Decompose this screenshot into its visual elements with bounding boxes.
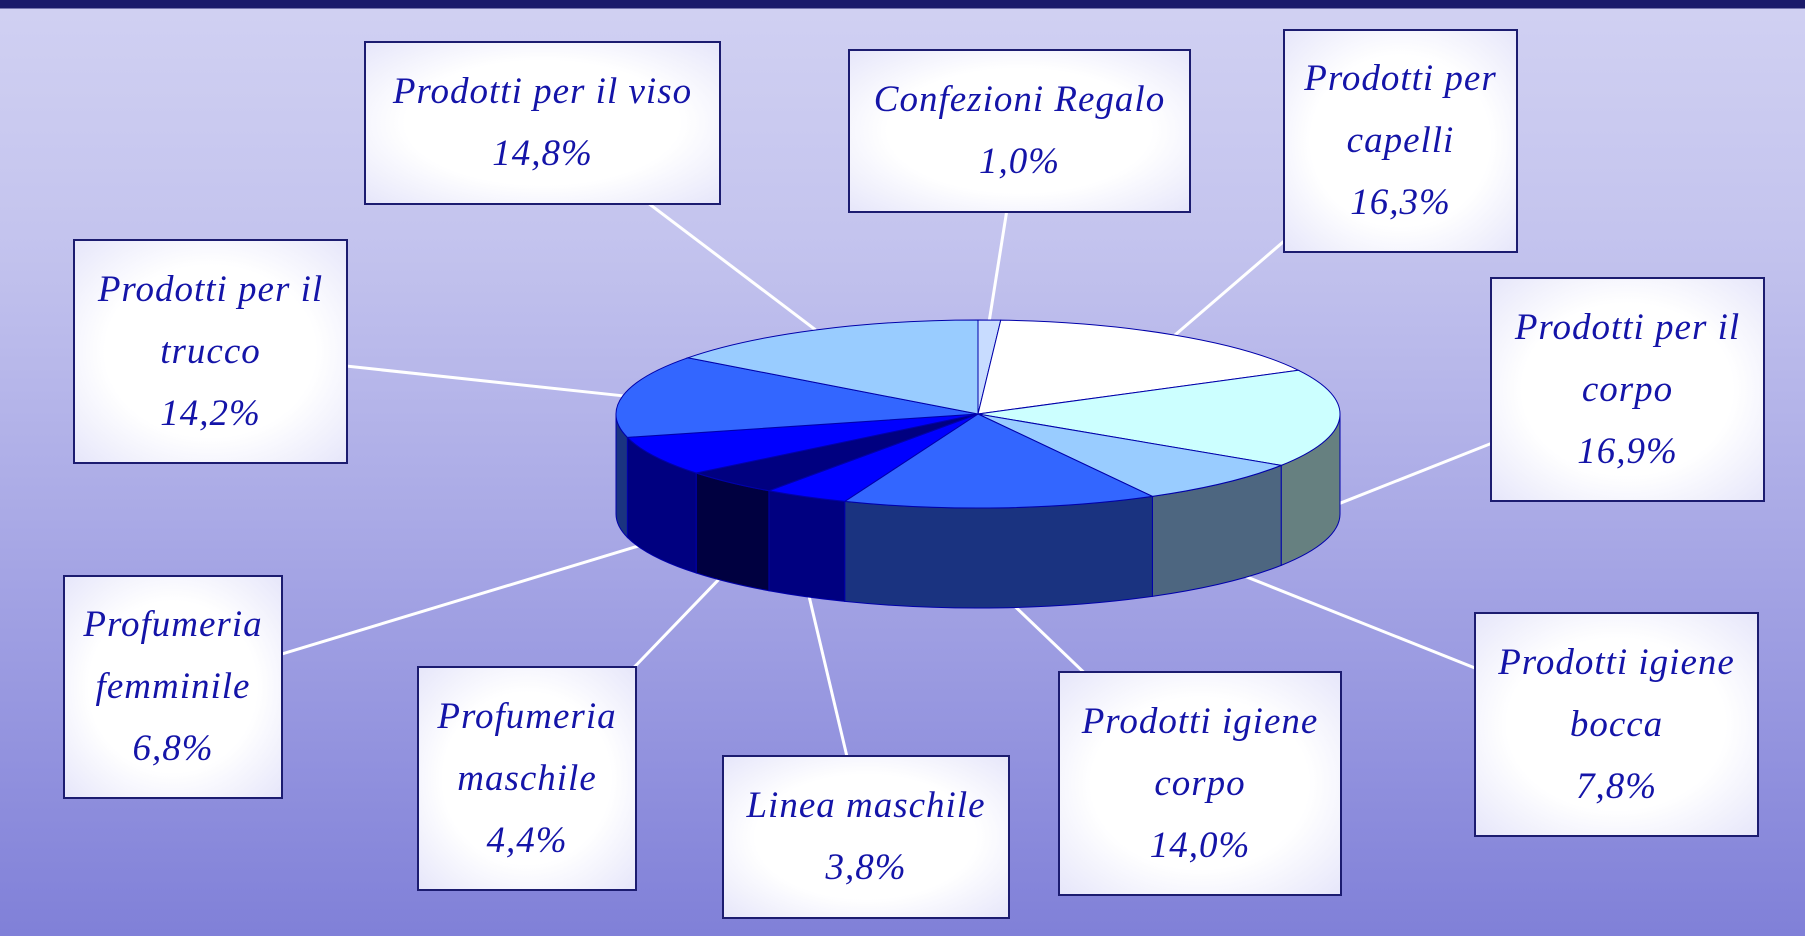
- pie-slice: [977, 369, 1341, 466]
- category-label: Prodotti per il corpo: [1514, 306, 1741, 410]
- category-label: Prodotti igiene bocca: [1498, 641, 1735, 745]
- value-label: 16,9%: [1577, 430, 1678, 472]
- category-label: Profumeria femminile: [83, 604, 263, 707]
- label-box: Prodotti per il viso 14,8%: [364, 41, 721, 205]
- value-label: 14,2%: [160, 392, 261, 434]
- label-box: Prodotti per il corpo 16,9%: [1490, 277, 1765, 502]
- pie-slice: [977, 319, 1301, 415]
- value-label: 14,8%: [492, 133, 593, 174]
- label-box: Prodotti igiene bocca 7,8%: [1474, 612, 1759, 837]
- category-label: Prodotti per il viso: [392, 71, 693, 112]
- pie-slice: [626, 413, 979, 474]
- label-box: Linea maschile 3,8%: [722, 755, 1010, 919]
- category-label: Confezioni Regalo: [873, 79, 1166, 120]
- value-label: 14,0%: [1149, 824, 1251, 866]
- value-label: 7,8%: [1575, 765, 1658, 807]
- label-box: Prodotti per capelli 16,3%: [1283, 29, 1518, 253]
- category-label: Prodotti igiene corpo: [1081, 700, 1319, 804]
- label-box: Profumeria maschile 4,4%: [417, 666, 637, 891]
- label-box: Prodotti per il trucco 14,2%: [73, 239, 348, 464]
- pie-slice-side: [768, 490, 846, 602]
- value-label: 1,0%: [978, 141, 1061, 182]
- category-label: Prodotti per capelli: [1304, 58, 1497, 161]
- pie-slice-side: [844, 495, 1153, 609]
- pie-slice: [685, 319, 979, 415]
- value-label: 16,3%: [1350, 182, 1451, 223]
- label-box: Profumeria femminile 6,8%: [63, 575, 283, 799]
- value-label: 3,8%: [825, 847, 907, 888]
- category-label: Linea maschile: [746, 785, 986, 826]
- value-label: 6,8%: [132, 728, 214, 769]
- category-label: Profumeria maschile: [437, 695, 617, 799]
- pie-slice: [977, 413, 1284, 497]
- label-box: Prodotti igiene corpo 14,0%: [1058, 671, 1342, 896]
- pie-slice-side: [695, 472, 770, 592]
- pie-slice: [843, 413, 1155, 509]
- value-label: 4,4%: [486, 819, 568, 861]
- label-box: Confezioni Regalo 1,0%: [848, 49, 1191, 213]
- pie-slice: [615, 357, 979, 438]
- category-label: Prodotti per il trucco: [97, 268, 324, 372]
